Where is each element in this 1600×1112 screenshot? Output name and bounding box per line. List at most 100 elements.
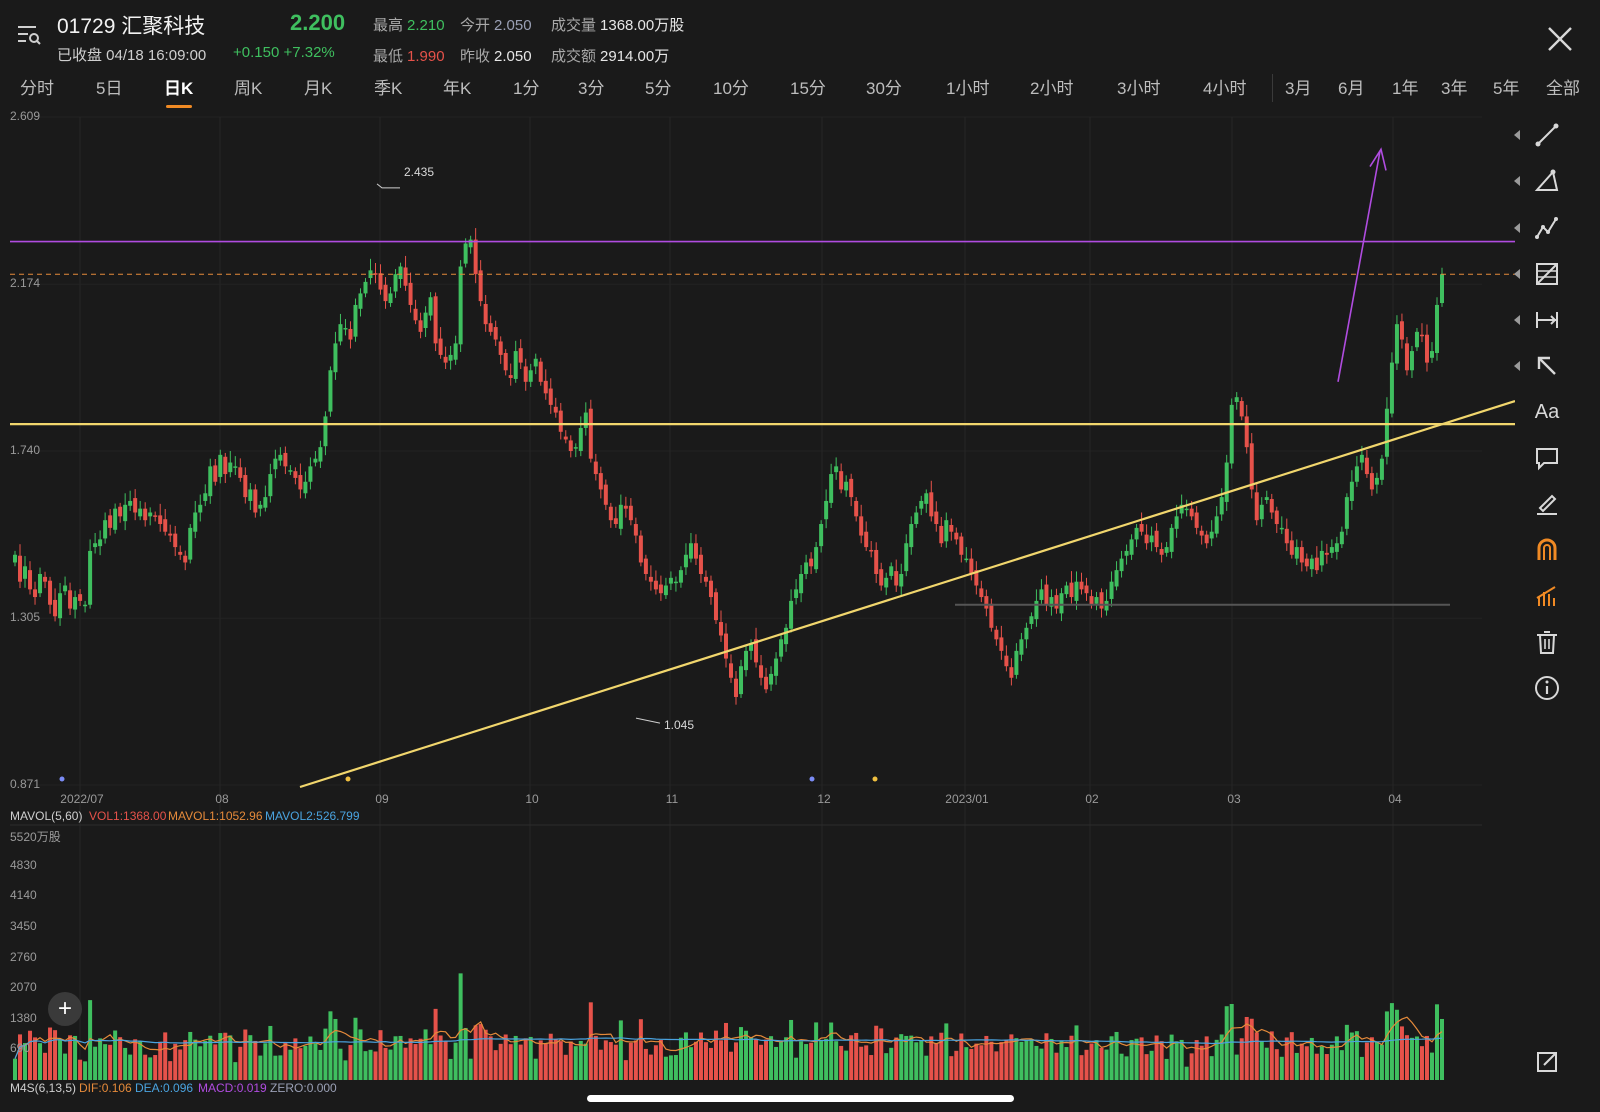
tab-4hour[interactable]: 4小时 bbox=[1203, 79, 1247, 98]
tab-10min[interactable]: 10分 bbox=[713, 79, 749, 98]
date-tick: 12 bbox=[817, 792, 831, 806]
tab-5day[interactable]: 5日 bbox=[96, 79, 123, 98]
volume-bar bbox=[278, 1055, 283, 1080]
volume-bar bbox=[493, 1050, 498, 1080]
candle-body bbox=[538, 361, 543, 382]
volume-bar bbox=[503, 1034, 508, 1080]
brush-tool-icon[interactable] bbox=[1530, 487, 1564, 521]
add-indicator-button[interactable]: + bbox=[48, 992, 82, 1026]
info-icon[interactable] bbox=[1530, 671, 1564, 705]
tab-1year[interactable]: 1年 bbox=[1392, 79, 1419, 98]
volume-bar bbox=[93, 1046, 98, 1080]
volume-bar bbox=[1009, 1034, 1014, 1080]
tab-intraday[interactable]: 分时 bbox=[20, 79, 54, 98]
volume-bar bbox=[308, 1036, 313, 1080]
close-icon[interactable] bbox=[1543, 22, 1577, 56]
candlestick-chart[interactable] bbox=[0, 108, 1515, 1098]
stat-high: 最高 2.210 bbox=[373, 17, 445, 34]
volume-bar bbox=[418, 1038, 423, 1080]
menu-search-icon[interactable] bbox=[16, 22, 42, 48]
candle-body bbox=[949, 524, 954, 532]
trash-icon[interactable] bbox=[1530, 625, 1564, 659]
tab-15min[interactable]: 15分 bbox=[790, 79, 826, 98]
tab-1hour[interactable]: 1小时 bbox=[946, 79, 990, 98]
export-icon[interactable] bbox=[1530, 1045, 1564, 1079]
volume-bar bbox=[1194, 1040, 1199, 1080]
candle-body bbox=[138, 508, 143, 517]
volume-bar bbox=[1369, 1037, 1374, 1080]
candle-body bbox=[854, 500, 859, 517]
tab-1min[interactable]: 1分 bbox=[513, 79, 540, 98]
volume-bar bbox=[598, 1049, 603, 1080]
volume-bar bbox=[233, 1062, 238, 1080]
candle-body bbox=[598, 473, 603, 490]
volume-bar bbox=[1414, 1036, 1419, 1080]
volume-bar bbox=[1429, 1052, 1434, 1080]
volume-bar bbox=[809, 1042, 814, 1080]
volume-bar bbox=[133, 1039, 138, 1080]
volume-bar bbox=[108, 1044, 113, 1080]
candle-body bbox=[919, 500, 924, 509]
candle-body bbox=[1434, 304, 1439, 353]
tab-30min[interactable]: 30分 bbox=[866, 79, 902, 98]
tab-5min[interactable]: 5分 bbox=[645, 79, 672, 98]
volume-bar bbox=[548, 1033, 553, 1080]
candle-body bbox=[1059, 593, 1064, 614]
candle-body bbox=[1224, 462, 1229, 502]
candle-body bbox=[1209, 531, 1214, 539]
candle-body bbox=[228, 462, 233, 473]
tab-3month[interactable]: 3月 bbox=[1285, 79, 1312, 98]
candle-body bbox=[433, 296, 438, 344]
candle-body bbox=[1069, 582, 1074, 598]
wave-tool-icon[interactable] bbox=[1514, 211, 1564, 245]
measure-tool-icon[interactable] bbox=[1514, 303, 1564, 337]
home-indicator[interactable] bbox=[587, 1095, 1014, 1102]
volume-bar bbox=[739, 1027, 744, 1080]
tab-2hour[interactable]: 2小时 bbox=[1030, 79, 1074, 98]
line-tool-icon[interactable] bbox=[1514, 118, 1564, 152]
candle-body bbox=[1389, 362, 1394, 414]
tab-all[interactable]: 全部 bbox=[1546, 79, 1580, 98]
candle-body bbox=[829, 474, 834, 503]
volume-legend-label: MAVOL(5,60) bbox=[10, 809, 83, 823]
stat-prev-close: 昨收 2.050 bbox=[460, 48, 532, 65]
fib-tool-icon[interactable] bbox=[1514, 257, 1564, 291]
text-tool-icon[interactable]: Aa bbox=[1534, 400, 1560, 423]
volume-bar bbox=[1044, 1033, 1049, 1080]
candle-body bbox=[1189, 508, 1194, 517]
volume-bar bbox=[954, 1050, 959, 1080]
magnet-icon[interactable] bbox=[1530, 533, 1564, 567]
tab-3min[interactable]: 3分 bbox=[578, 79, 605, 98]
arrow-tool-icon[interactable] bbox=[1514, 349, 1564, 383]
tab-5year[interactable]: 5年 bbox=[1493, 79, 1520, 98]
pitchfork-icon[interactable] bbox=[1530, 579, 1564, 613]
tab-3hour[interactable]: 3小时 bbox=[1117, 79, 1161, 98]
tab-3year[interactable]: 3年 bbox=[1441, 79, 1468, 98]
price-tick: 0.871 bbox=[10, 777, 41, 791]
tab-6month[interactable]: 6月 bbox=[1338, 79, 1365, 98]
candle-body bbox=[1269, 499, 1274, 513]
candle-body bbox=[48, 580, 53, 605]
volume-bar bbox=[1104, 1049, 1109, 1080]
volume-bar bbox=[1129, 1040, 1134, 1080]
tab-yearly-k[interactable]: 年K bbox=[443, 79, 472, 98]
tab-monthly-k[interactable]: 月K bbox=[304, 79, 333, 98]
candle-body bbox=[93, 543, 98, 548]
candle-body bbox=[188, 527, 193, 560]
ray-tool-icon[interactable] bbox=[1514, 164, 1564, 198]
tab-weekly-k[interactable]: 周K bbox=[234, 79, 263, 98]
volume-bar bbox=[1349, 1032, 1354, 1080]
volume-bar bbox=[1154, 1035, 1159, 1080]
candle-body bbox=[1369, 473, 1374, 490]
comment-tool-icon[interactable] bbox=[1530, 441, 1564, 475]
zero-legend: ZERO:0.000 bbox=[270, 1081, 337, 1095]
tab-daily-k[interactable]: 日K bbox=[164, 74, 193, 108]
candle-body bbox=[438, 338, 443, 355]
volume-bar bbox=[103, 1044, 108, 1080]
candle-body bbox=[58, 593, 63, 619]
volume-bar bbox=[158, 1041, 163, 1080]
volume-bar bbox=[1440, 1018, 1444, 1080]
candle-body bbox=[543, 380, 548, 394]
volume-bar bbox=[723, 1022, 728, 1080]
tab-quarterly-k[interactable]: 季K bbox=[374, 79, 403, 98]
